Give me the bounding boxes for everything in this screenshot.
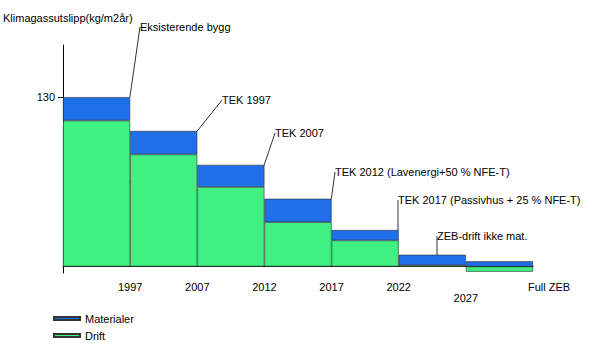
- svg-text:Klimagassutslipp(kg/m2år): Klimagassutslipp(kg/m2år): [3, 12, 133, 24]
- svg-text:2022: 2022: [386, 281, 410, 293]
- svg-text:2027: 2027: [454, 292, 478, 304]
- svg-text:2007: 2007: [185, 281, 209, 293]
- svg-text:2017: 2017: [319, 281, 343, 293]
- svg-text:TEK 2007: TEK 2007: [275, 127, 324, 139]
- svg-text:ZEB-drift ikke mat.: ZEB-drift ikke mat.: [437, 230, 527, 242]
- svg-text:2012: 2012: [252, 281, 276, 293]
- svg-text:1997: 1997: [118, 281, 142, 293]
- svg-text:TEK 2017 (Passivhus + 25 % NFE: TEK 2017 (Passivhus + 25 % NFE-T): [398, 194, 580, 206]
- svg-text:Eksisterende bygg: Eksisterende bygg: [140, 21, 231, 33]
- svg-text:TEK 1997: TEK 1997: [222, 94, 271, 106]
- svg-text:Drift: Drift: [85, 330, 105, 342]
- svg-text:Materialer: Materialer: [85, 313, 134, 325]
- svg-text:Full ZEB: Full ZEB: [528, 281, 570, 293]
- svg-text:TEK 2012 (Lavenergi+50 % NFE-T: TEK 2012 (Lavenergi+50 % NFE-T): [335, 166, 510, 178]
- svg-text:130: 130: [37, 91, 55, 103]
